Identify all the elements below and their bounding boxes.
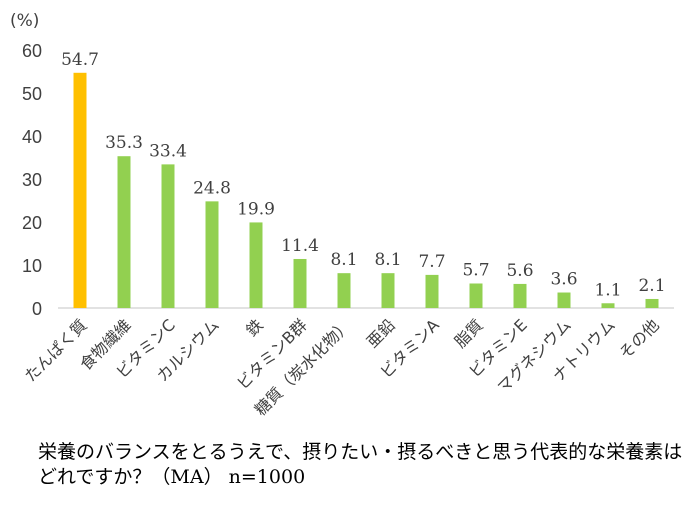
data-label: 35.3 [105,133,143,153]
data-label: 3.6 [550,270,577,290]
data-label: 5.7 [462,260,489,280]
data-label: 1.1 [594,280,621,300]
x-tick-label: 亜鉛 [363,315,399,351]
x-tick-label: その他 [615,315,662,362]
bar [293,258,307,308]
data-label: 54.7 [61,50,99,70]
x-tick-label: 鉄 [242,315,267,340]
y-tick-label: 40 [22,127,42,147]
data-label: 33.4 [149,141,187,161]
data-label: 2.1 [638,276,665,296]
bar [557,292,571,308]
bar [337,273,351,308]
y-tick-label: 0 [32,299,42,319]
data-label: 19.9 [237,199,275,219]
bar [601,303,615,308]
data-label: 7.7 [418,252,445,272]
y-tick-label: 30 [22,170,42,190]
x-tick-label: 脂質 [451,315,487,351]
y-tick-label: 50 [22,84,42,104]
chart-caption: 栄養のバランスをとるうえで、摂りたい・摂るべきと思う代表的な栄養素はどれですか？… [38,441,683,488]
data-label: 11.4 [281,236,319,256]
data-label: 5.6 [506,261,533,281]
y-tick-label: 20 [22,213,42,233]
data-label: 24.8 [193,178,231,198]
bar [425,274,439,308]
bar [381,273,395,308]
y-tick-label: 10 [22,256,42,276]
bar [117,156,131,308]
bar [205,201,219,308]
bar [73,72,87,308]
data-label: 8.1 [374,250,401,270]
y-tick-label: 60 [22,41,42,61]
bar [161,164,175,308]
x-tick-label: たんぱく質 [21,315,91,385]
bar [469,283,483,308]
bar [249,222,263,308]
bar [645,298,659,308]
data-label: 8.1 [330,250,357,270]
y-axis-unit-label: (%) [10,11,39,31]
bar [513,283,527,308]
